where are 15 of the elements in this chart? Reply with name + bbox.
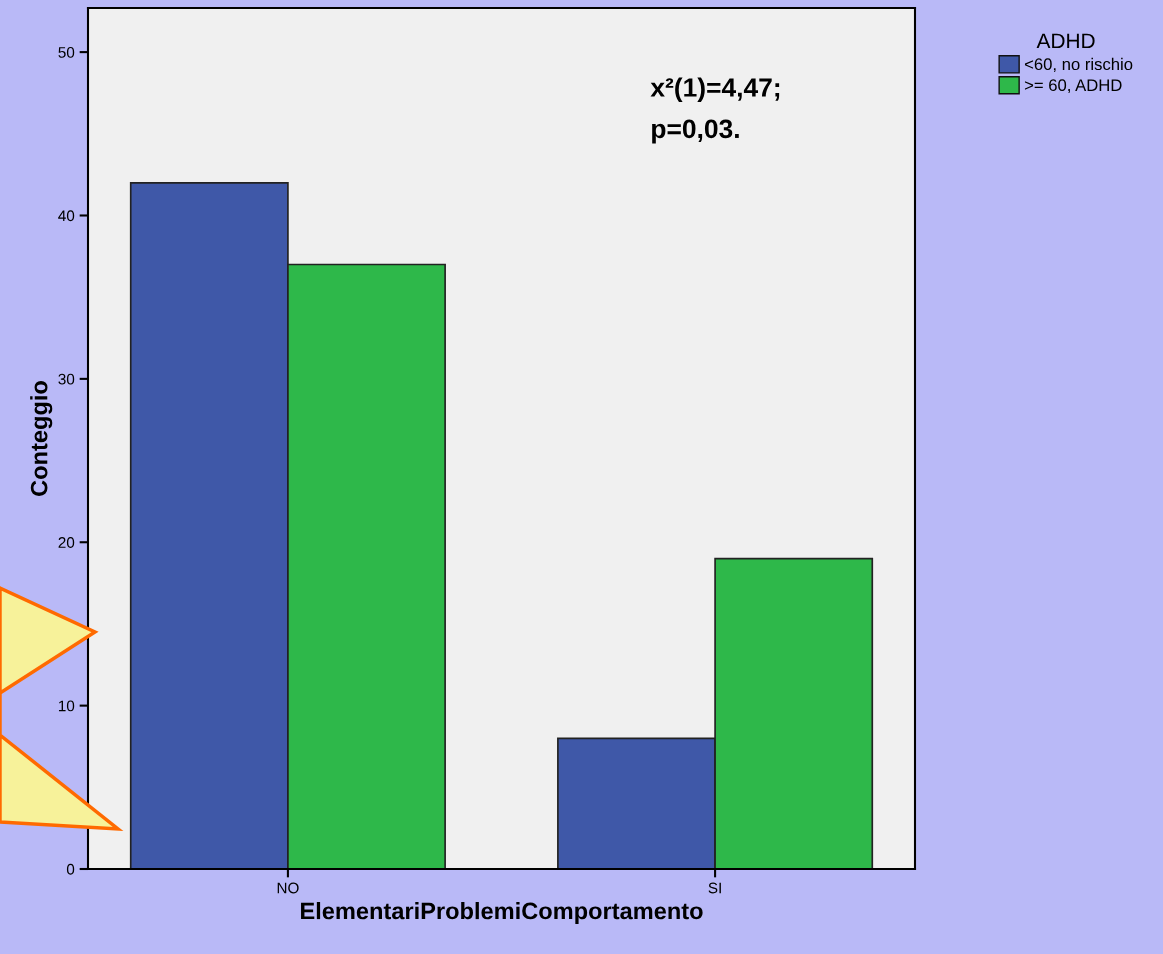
y-axis-title: Conteggio	[30, 381, 53, 496]
legend-label: <60, no rischio	[1024, 57, 1133, 73]
legend-title: ADHD	[1036, 33, 1095, 49]
x-tick-label: SI	[708, 882, 721, 894]
y-tick-label: 20	[58, 537, 75, 548]
y-tick-label: 10	[58, 700, 75, 712]
x-axis-title: ElementariProblemiComportamento	[301, 901, 703, 924]
annotation: p=0,03.	[652, 119, 739, 144]
y-tick-label: 50	[58, 46, 75, 58]
annotation: x²(1)=4,47;	[650, 77, 780, 103]
y-tick-label: 30	[58, 373, 75, 385]
x-tick-label: NO	[277, 882, 299, 894]
y-tick-label: 0	[66, 863, 75, 875]
y-tick-label: 40	[58, 210, 75, 222]
legend-label: >= 60, ADHD	[1024, 79, 1122, 94]
